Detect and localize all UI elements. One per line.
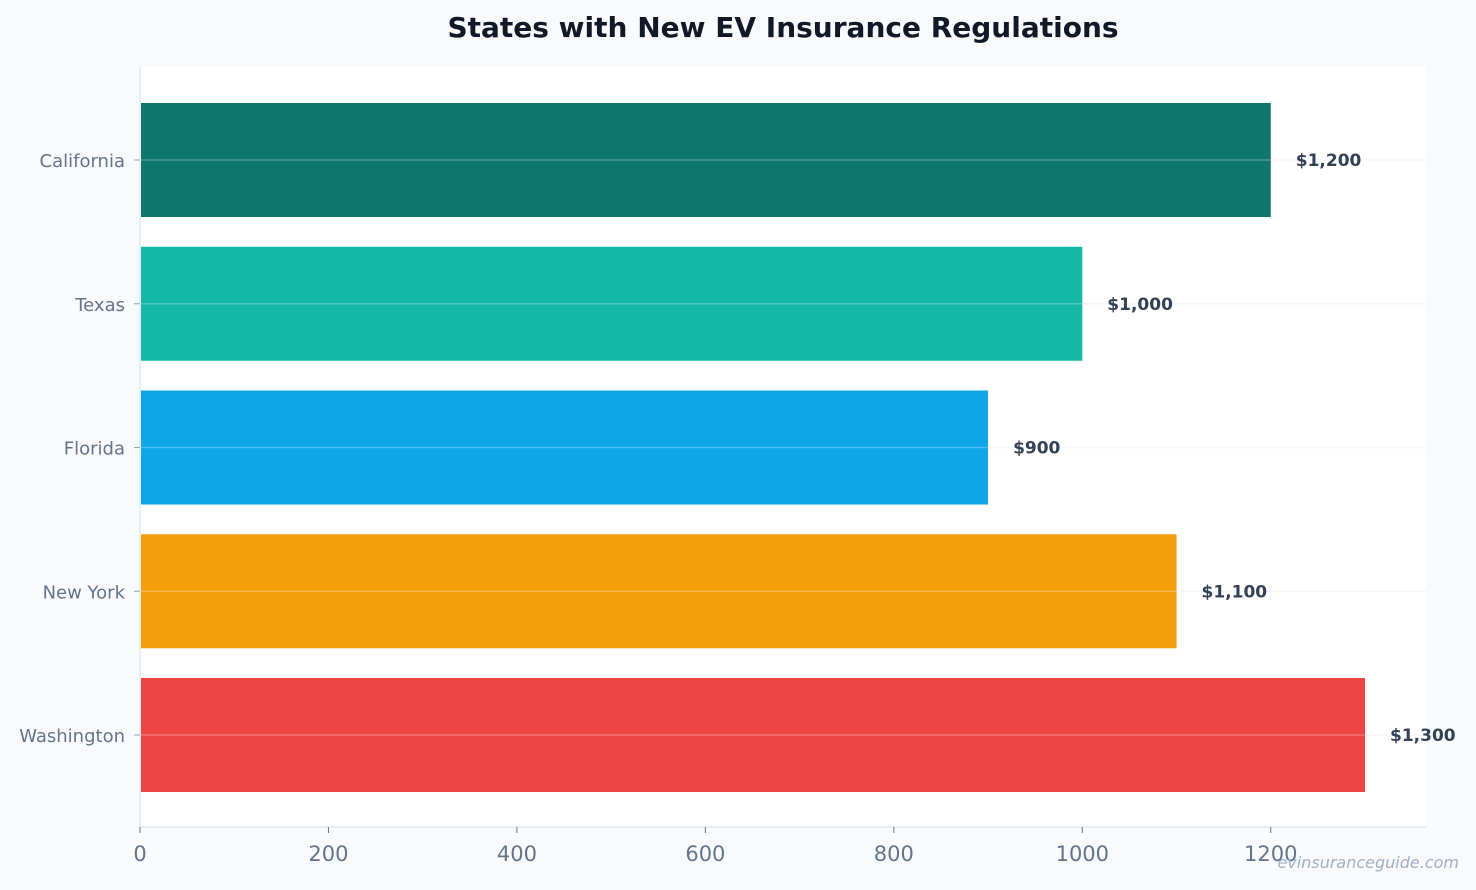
x-tick-label: 200: [308, 842, 348, 866]
bar-texas: [141, 246, 1083, 361]
bar-new-york: [141, 534, 1177, 649]
category-label: California: [40, 151, 125, 172]
bars-layer: $1,200 $1,000 $900 $1,100 $1,300: [140, 103, 1456, 792]
category-label: Florida: [64, 439, 125, 460]
chart-title: States with New EV Insurance Regulations: [447, 11, 1118, 44]
value-label: $1,200: [1296, 151, 1362, 171]
x-tick-label: 800: [874, 842, 914, 866]
category-label: Washington: [19, 726, 125, 747]
value-label: $1,300: [1390, 726, 1456, 746]
axis-layer: 0 200 400 600 800 1000 1200 California Texas Flor…: [19, 67, 1426, 866]
bar-florida: [141, 390, 989, 505]
bar-california: [141, 103, 1271, 217]
x-tick-label: 400: [497, 842, 537, 866]
category-label: New York: [43, 582, 126, 603]
grid-layer: [988, 159, 1426, 736]
value-label: $1,000: [1107, 295, 1173, 315]
value-label: $900: [1013, 439, 1060, 459]
value-label: $1,100: [1202, 582, 1268, 602]
bar-washington: [141, 678, 1365, 792]
category-label: Texas: [74, 295, 125, 316]
x-tick-label: 0: [133, 842, 146, 866]
x-tick-label: 600: [685, 842, 725, 866]
x-tick-label: 1000: [1056, 842, 1109, 866]
watermark-text: evinsuranceguide.com: [1277, 853, 1459, 872]
x-tick-label: 1200: [1244, 842, 1297, 866]
